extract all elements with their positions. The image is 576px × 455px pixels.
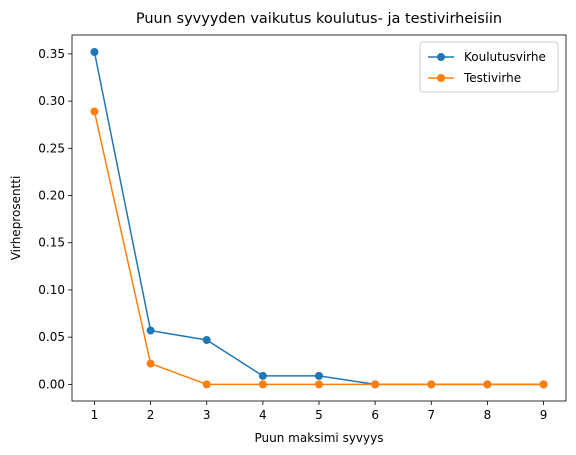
x-tick-label: 2 — [147, 408, 155, 422]
y-axis-title: Virheprosentti — [9, 176, 23, 261]
y-tick-label: 0.10 — [38, 283, 65, 297]
y-tick-label: 0.00 — [38, 377, 65, 391]
series-2-point — [90, 107, 99, 116]
y-tick-label: 0.05 — [38, 330, 65, 344]
x-axis-title: Puun maksimi syvyys — [255, 431, 384, 445]
plot-frame — [71, 34, 567, 402]
legend-marker — [437, 74, 445, 82]
y-tick-label: 0.20 — [38, 189, 65, 203]
series-2-point — [202, 380, 211, 389]
y-tick-label: 0.15 — [38, 236, 65, 250]
legend-box — [419, 41, 559, 93]
x-tick-label: 7 — [427, 408, 435, 422]
y-tick-label: 0.30 — [38, 94, 65, 108]
series-2-point — [539, 380, 548, 389]
x-tick-label: 9 — [540, 408, 548, 422]
legend-marker — [437, 53, 445, 61]
chart-title: Puun syvyyden vaikutus koulutus- ja test… — [136, 11, 502, 27]
legend: Koulutusvirhe Testivirhe — [419, 41, 559, 93]
y-tick-label: 0.35 — [38, 47, 65, 61]
x-tick-label: 3 — [203, 408, 211, 422]
legend-label: Koulutusvirhe — [464, 50, 546, 64]
series-1-point — [90, 47, 99, 56]
series-1-point — [258, 371, 267, 380]
series-1-point — [146, 326, 155, 335]
series-1-point — [202, 336, 211, 344]
series-2-point — [483, 380, 492, 389]
series-1-point — [315, 371, 323, 380]
x-tick-label: 1 — [91, 408, 99, 422]
series-2-point — [371, 380, 380, 389]
series-2-point — [146, 359, 155, 368]
series-2-point — [258, 380, 267, 389]
series-2-point — [315, 380, 323, 389]
y-axis-ticks: 0.00 0.05 0.10 0.15 0.20 0.25 0.30 0.35 — [38, 47, 72, 391]
x-tick-label: 4 — [259, 408, 267, 422]
series-layer — [90, 47, 548, 389]
x-axis-ticks: 1 2 3 4 5 6 7 8 9 — [91, 401, 548, 422]
plot-area — [72, 35, 566, 401]
legend-label: Testivirhe — [463, 71, 521, 85]
x-tick-label: 8 — [484, 408, 492, 422]
x-tick-label: 6 — [371, 408, 379, 422]
x-tick-label: 5 — [315, 408, 323, 422]
y-tick-label: 0.25 — [38, 141, 65, 155]
series-2-point — [427, 380, 436, 389]
